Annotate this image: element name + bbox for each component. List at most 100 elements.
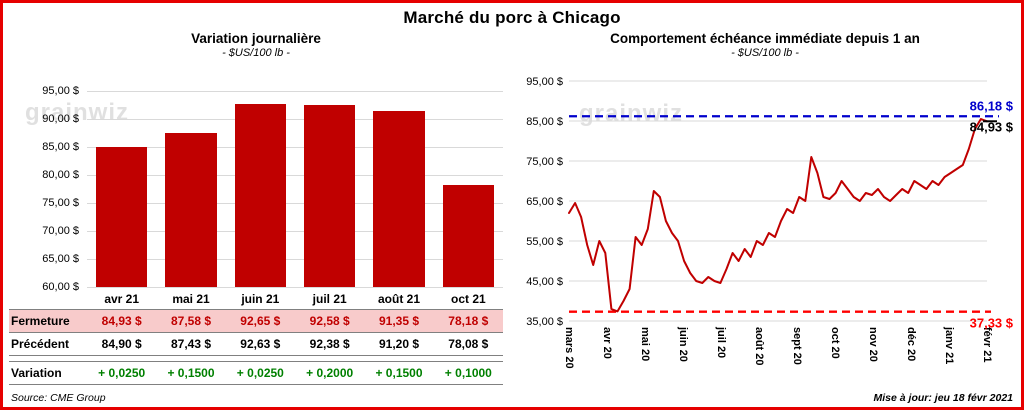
grainwiz-watermark: grainwiz [25,99,130,126]
y-axis-label: 75,00 $ [42,197,79,209]
price-line [568,118,988,313]
gridline [87,91,503,92]
x-axis-label: mars 20 [563,327,575,369]
x-axis-label: août 20 [753,327,765,366]
y-axis-label: 70,00 $ [42,225,79,237]
y-axis-label: 90,00 $ [42,113,79,125]
page-title: Marché du porc à Chicago [403,8,621,27]
y-axis-label: 75,00 $ [526,156,563,168]
table-value: 91,35 $ [364,310,434,333]
bar [304,104,356,287]
table-value: + 0,1500 [156,362,226,385]
y-axis-label: 85,00 $ [526,116,563,128]
table-value: 84,93 $ [87,310,157,333]
table-spacer [9,356,87,362]
bar [442,185,494,287]
table-value: 78,18 $ [433,310,503,333]
row-label-close: Fermeture [9,310,87,333]
table-spacer [433,356,503,362]
month-label: oct 21 [433,290,503,310]
bar-chart-title: Variation journalière [191,31,321,46]
x-axis-label: mai 20 [639,327,651,361]
bar [165,132,217,287]
bar [234,104,286,287]
y-axis-label: 65,00 $ [526,196,563,208]
table-value: 91,20 $ [364,333,434,356]
gridline [87,175,503,176]
y-axis-label: 85,00 $ [42,141,79,153]
gridline [87,231,503,232]
source-note: Source: CME Group [11,392,106,404]
bar [96,147,148,287]
table-value: + 0,1000 [433,362,503,385]
bar [373,111,425,287]
month-label: août 21 [364,290,434,310]
row-label-variation: Variation [9,362,87,385]
bar-column [434,91,503,287]
table-spacer [156,356,226,362]
immediate-contract-panel: Comportement échéance immédiate depuis 1… [509,28,1021,385]
x-axis-label: juil 20 [715,326,727,358]
table-value: 84,90 $ [87,333,157,356]
table-corner [9,290,87,310]
table-spacer [87,356,157,362]
y-axis-label: 45,00 $ [526,276,563,288]
y-axis-label: 65,00 $ [42,253,79,265]
table-value: 92,63 $ [225,333,295,356]
table-spacer [295,356,365,362]
y-axis-label: 35,00 $ [526,316,563,328]
last-value-label: 84,93 $ [970,119,1014,134]
variation-table: avr 21 mai 21 juin 21 juil 21 août 21 oct 21 F… [9,290,503,385]
line-chart-title: Comportement échéance immédiate depuis 1… [610,31,920,46]
panels: Variation journalière - $US/100 lb - gra… [3,28,1021,385]
table-value: 92,65 $ [225,310,295,333]
bar-chart: grainwiz 95,00 $ 90,00 $ 85,00 $ 80,00 $ 75,… [9,71,503,293]
grainwiz-watermark: grainwiz [579,100,683,127]
x-axis-label: avr 20 [601,327,613,359]
line-chart-subtitle: - $US/100 lb - [731,47,799,59]
month-label: mai 21 [156,290,226,310]
month-label: avr 21 [87,290,157,310]
x-axis-label: nov 20 [867,327,879,362]
line-chart: 95,00 $ 85,00 $ 75,00 $ 65,00 $ 55,00 $ 45,00… [526,76,1014,369]
x-axis-label: févr 21 [981,327,993,362]
month-label: juin 21 [225,290,295,310]
y-axis-label: 60,00 $ [42,281,79,293]
table-value: + 0,1500 [364,362,434,385]
bar-column [226,91,295,287]
row-label-previous: Précédent [9,333,87,356]
x-axis-label: déc 20 [905,327,917,361]
bar-column [156,91,225,287]
gridline [87,287,503,288]
line-chart-wrap: 95,00 $ 85,00 $ 75,00 $ 65,00 $ 55,00 $ 45,00… [511,65,1019,369]
update-note: Mise à jour: jeu 18 févr 2021 [873,392,1013,404]
table-value: + 0,0250 [87,362,157,385]
table-value: + 0,0250 [225,362,295,385]
x-axis-label: sept 20 [791,327,803,365]
gridline [87,203,503,204]
bar-chart-subtitle: - $US/100 lb - [222,47,290,59]
y-axis-label: 95,00 $ [42,85,79,97]
table-value: + 0,2000 [295,362,365,385]
high-value-label: 86,18 $ [970,98,1014,113]
table-spacer [364,356,434,362]
x-axis-label: oct 20 [829,327,841,359]
gridline [87,147,503,148]
bar-group [87,91,503,287]
table-value: 92,38 $ [295,333,365,356]
gridline [87,119,503,120]
table-value: 78,08 $ [433,333,503,356]
table-value: 92,58 $ [295,310,365,333]
x-axis-label: janv 21 [943,326,955,364]
table-value: 87,58 $ [156,310,226,333]
low-value-label: 37,33 $ [970,316,1014,331]
daily-variation-panel: Variation journalière - $US/100 lb - gra… [3,28,509,385]
table-value: 87,43 $ [156,333,226,356]
bar-column [87,91,156,287]
y-axis-label: 95,00 $ [526,76,563,88]
footer: Source: CME Group Mise à jour: jeu 18 fé… [11,392,1013,404]
y-axis-label: 80,00 $ [42,169,79,181]
bar-column [295,91,364,287]
table-spacer [225,356,295,362]
